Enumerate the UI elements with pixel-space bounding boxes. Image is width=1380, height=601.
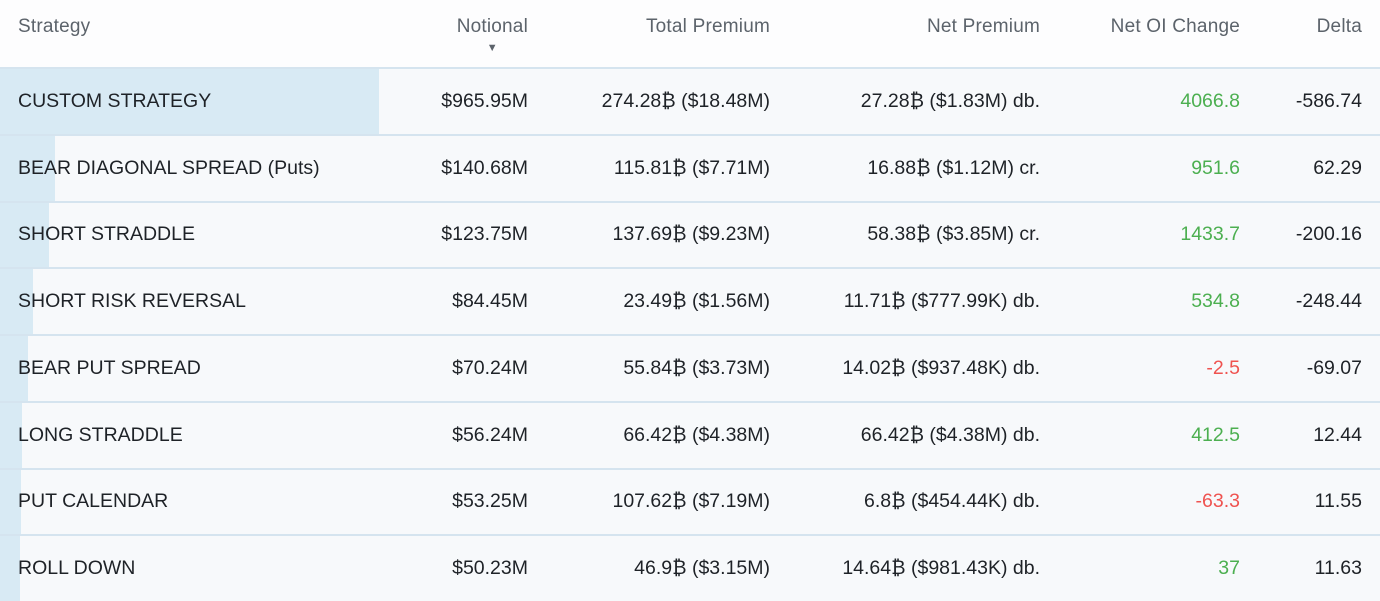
table-row[interactable]: BEAR PUT SPREAD $70.24M 55.84₿ ($3.73M) …: [0, 334, 1380, 401]
table-row[interactable]: ROLL DOWN $50.23M 46.9₿ ($3.15M) 14.64₿ …: [0, 534, 1380, 601]
column-header-net-premium[interactable]: Net Premium: [926, 16, 1040, 37]
table-row[interactable]: LONG STRADDLE $56.24M 66.42₿ ($4.38M) 66…: [0, 400, 1380, 468]
cell-strategy: LONG STRADDLE: [18, 423, 183, 446]
cell-total-premium: 137.69₿ ($9.23M): [612, 223, 770, 246]
cell-net-premium: 58.38₿ ($3.85M) cr.: [867, 223, 1040, 246]
table-row[interactable]: SHORT STRADDLE $123.75M 137.69₿ ($9.23M)…: [0, 200, 1380, 268]
cell-strategy: SHORT STRADDLE: [18, 223, 195, 246]
cell-notional: $123.75M: [441, 223, 528, 246]
cell-total-premium: 66.42₿ ($4.38M): [623, 423, 770, 446]
table-row[interactable]: BEAR DIAGONAL SPREAD (Puts) $140.68M 115…: [0, 133, 1380, 201]
cell-strategy: ROLL DOWN: [18, 557, 136, 580]
cell-strategy: BEAR DIAGONAL SPREAD (Puts): [18, 156, 320, 179]
cell-net-oi-change: -2.5: [1206, 356, 1240, 379]
cell-notional: $56.24M: [452, 423, 528, 446]
sort-desc-icon: ▼: [486, 42, 498, 54]
cell-notional: $84.45M: [452, 290, 528, 313]
cell-net-oi-change: 412.5: [1191, 423, 1240, 446]
cell-total-premium: 274.28₿ ($18.48M): [601, 89, 770, 112]
cell-delta: -69.07: [1306, 356, 1362, 379]
column-header-notional-label: Notional: [456, 16, 528, 37]
cell-delta: -248.44: [1295, 290, 1362, 313]
column-header-strategy[interactable]: Strategy: [18, 16, 91, 37]
cell-strategy: SHORT RISK REVERSAL: [18, 290, 246, 313]
cell-total-premium: 115.81₿ ($7.71M): [613, 156, 770, 179]
cell-net-premium: 6.8₿ ($454.44K) db.: [864, 490, 1040, 513]
cell-total-premium: 23.49₿ ($1.56M): [623, 290, 770, 313]
cell-total-premium: 55.84₿ ($3.73M): [623, 356, 770, 379]
cell-notional: $140.68M: [441, 156, 528, 179]
column-header-delta[interactable]: Delta: [1316, 16, 1362, 37]
cell-delta: 12.44: [1313, 423, 1362, 446]
cell-net-oi-change: 4066.8: [1180, 89, 1240, 112]
table-row[interactable]: SHORT RISK REVERSAL $84.45M 23.49₿ ($1.5…: [0, 267, 1380, 334]
cell-strategy: CUSTOM STRATEGY: [18, 89, 212, 112]
cell-net-premium: 16.88₿ ($1.12M) cr.: [867, 156, 1040, 179]
cell-notional: $965.95M: [441, 89, 528, 112]
cell-net-oi-change: 951.6: [1191, 156, 1240, 179]
cell-net-premium: 14.02₿ ($937.48K) db.: [842, 356, 1040, 379]
cell-net-oi-change: -63.3: [1195, 490, 1240, 513]
cell-notional: $70.24M: [452, 356, 528, 379]
cell-net-oi-change: 1433.7: [1180, 223, 1240, 246]
column-header-notional[interactable]: Notional ▼: [380, 15, 528, 55]
cell-notional: $50.23M: [452, 557, 528, 580]
column-header-net-oi-change[interactable]: Net OI Change: [1110, 16, 1240, 37]
cell-total-premium: 46.9₿ ($3.15M): [634, 557, 770, 580]
cell-net-oi-change: 534.8: [1191, 290, 1240, 313]
cell-total-premium: 107.62₿ ($7.19M): [612, 490, 770, 513]
cell-net-premium: 11.71₿ ($777.99K) db.: [843, 290, 1040, 313]
table-row[interactable]: CUSTOM STRATEGY $965.95M 274.28₿ ($18.48…: [0, 67, 1380, 134]
table-header: Strategy Notional ▼ Total Premium Net Pr…: [0, 0, 1380, 67]
cell-delta: -586.74: [1295, 89, 1362, 112]
cell-delta: 11.55: [1314, 490, 1362, 513]
column-header-total-premium[interactable]: Total Premium: [645, 16, 770, 37]
cell-net-oi-change: 37: [1218, 557, 1240, 580]
cell-net-premium: 66.42₿ ($4.38M) db.: [860, 423, 1040, 446]
cell-notional: $53.25M: [452, 490, 528, 513]
table-row[interactable]: PUT CALENDAR $53.25M 107.62₿ ($7.19M) 6.…: [0, 467, 1380, 535]
cell-net-premium: 27.28₿ ($1.83M) db.: [860, 89, 1040, 112]
cell-strategy: PUT CALENDAR: [18, 490, 169, 513]
cell-delta: 62.29: [1313, 156, 1362, 179]
cell-delta: -200.16: [1295, 223, 1362, 246]
cell-net-premium: 14.64₿ ($981.43K) db.: [842, 557, 1040, 580]
cell-delta: 11.63: [1314, 557, 1362, 580]
cell-strategy: BEAR PUT SPREAD: [18, 356, 201, 379]
